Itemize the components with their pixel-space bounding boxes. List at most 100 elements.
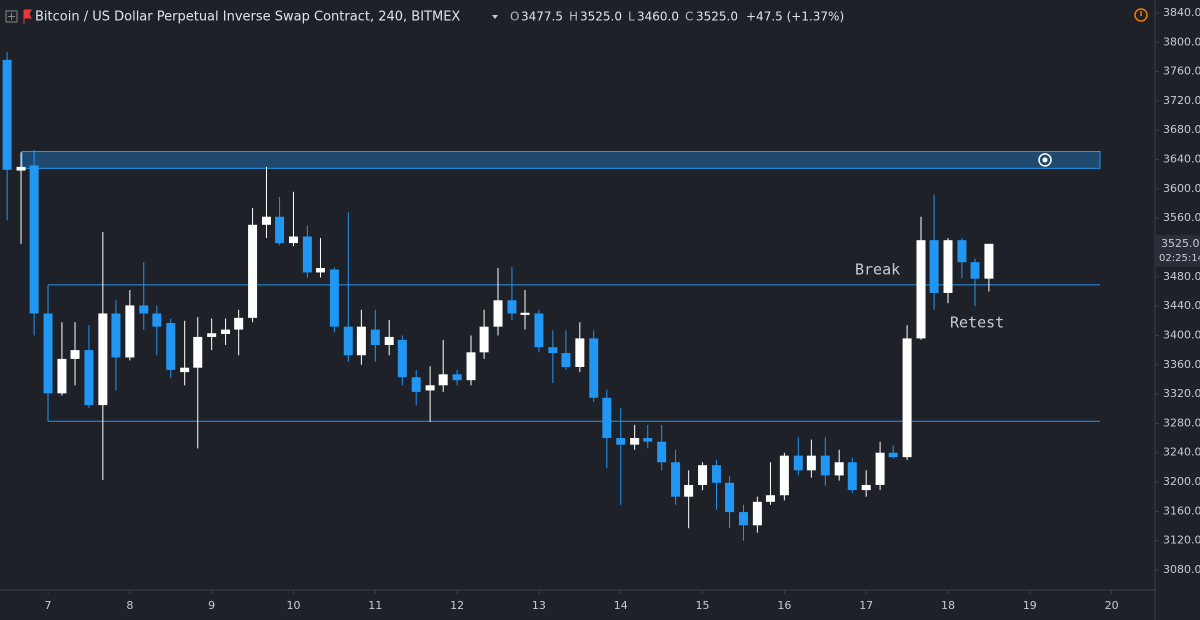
y-tick-label: 3200.0 — [1163, 475, 1200, 488]
x-tick-label: 14 — [614, 599, 628, 612]
y-tick-label: 3400.0 — [1163, 328, 1200, 341]
candle-body — [452, 374, 462, 381]
x-tick-label: 12 — [450, 599, 464, 612]
y-tick-label: 3360.0 — [1163, 358, 1200, 371]
candle-body — [98, 313, 108, 406]
candle-body — [875, 452, 885, 485]
candle-body — [820, 455, 830, 476]
ohlc-label: H — [569, 10, 578, 24]
ohlc-label: O — [510, 10, 519, 24]
x-tick-label: 15 — [696, 599, 710, 612]
x-tick-label: 19 — [1023, 599, 1037, 612]
candle-body — [234, 317, 244, 330]
target-dot — [1042, 157, 1048, 163]
candle-body — [561, 353, 571, 367]
y-tick-label: 3480.0 — [1163, 270, 1200, 283]
candle-body — [125, 305, 135, 358]
x-tick-label: 18 — [941, 599, 955, 612]
candle-body — [207, 333, 217, 337]
candle-body — [643, 438, 653, 442]
candle-body — [970, 262, 980, 279]
candle-body — [275, 216, 285, 244]
candle-body — [315, 268, 325, 273]
x-tick-label: 13 — [532, 599, 546, 612]
x-tick-label: 17 — [859, 599, 873, 612]
candle-body — [152, 313, 162, 327]
change: +47.5 (+1.37%) — [746, 10, 844, 24]
candle-body — [493, 300, 503, 327]
x-tick-label: 10 — [286, 599, 300, 612]
candle-body — [657, 441, 667, 463]
dropdown-caret[interactable] — [492, 15, 498, 19]
y-tick-label: 3080.0 — [1163, 563, 1200, 576]
candle-body — [793, 455, 803, 471]
y-tick-label: 3120.0 — [1163, 534, 1200, 547]
candle-body — [221, 329, 231, 334]
candle-body — [288, 236, 298, 244]
y-tick-label: 3840.0 — [1163, 6, 1200, 19]
candle-body — [738, 512, 748, 526]
candle-body — [329, 269, 339, 327]
candle-body — [193, 336, 203, 368]
candle-body — [139, 305, 149, 314]
candle-body — [70, 350, 80, 359]
candle-body — [438, 374, 448, 386]
candle-body — [16, 166, 26, 171]
candle-body — [370, 329, 380, 345]
candle-body — [466, 352, 476, 381]
candle-body — [671, 462, 681, 497]
symbol-title[interactable]: Bitcoin / US Dollar Perpetual Inverse Sw… — [35, 10, 460, 25]
candle-body — [984, 243, 994, 279]
candle-body — [166, 322, 176, 370]
candle-body — [425, 385, 435, 391]
y-tick-label: 3640.0 — [1163, 153, 1200, 166]
warning-circle — [1134, 8, 1148, 22]
candle-body — [29, 165, 39, 314]
y-tick-label: 3280.0 — [1163, 416, 1200, 429]
annotation: Break — [855, 261, 900, 279]
candle-body — [575, 338, 585, 367]
last-price-label: 3525.0 — [1161, 237, 1200, 250]
candle-body — [847, 462, 857, 491]
candle-body — [411, 377, 421, 392]
candle-body — [261, 216, 271, 225]
y-tick-label: 3600.0 — [1163, 182, 1200, 195]
y-tick-label: 3800.0 — [1163, 35, 1200, 48]
candle-body — [630, 438, 640, 445]
last-price-tag — [1155, 234, 1200, 267]
ohlc-label: C — [685, 10, 693, 24]
candle-body — [957, 240, 967, 263]
y-tick-label: 3560.0 — [1163, 211, 1200, 224]
toolbar-icon[interactable] — [5, 10, 18, 23]
ohlc-value: 3525.0 — [696, 10, 738, 24]
y-tick-label: 3680.0 — [1163, 123, 1200, 136]
candle-body — [520, 312, 530, 315]
x-tick-label: 7 — [45, 599, 52, 612]
candle-body — [943, 240, 953, 293]
candle-body — [616, 438, 626, 445]
candle-body — [384, 336, 394, 345]
x-tick-label: 16 — [777, 599, 791, 612]
candle-body — [916, 240, 926, 339]
candle-body — [248, 224, 258, 318]
candle-body — [779, 455, 789, 496]
countdown: 02:25:14 — [1159, 253, 1200, 264]
icon-box — [5, 10, 18, 23]
target-icon[interactable] — [1038, 153, 1052, 167]
candle-body — [302, 236, 312, 273]
x-tick-label: 9 — [208, 599, 215, 612]
candle-body — [43, 313, 53, 394]
resistance-zone — [21, 150, 1101, 169]
candle-body — [84, 350, 94, 406]
ohlc-label: L — [628, 10, 635, 24]
warning-icon[interactable] — [1134, 8, 1148, 22]
annotation: Retest — [950, 314, 1004, 332]
y-tick-label: 3160.0 — [1163, 504, 1200, 517]
candle-body — [343, 326, 353, 356]
y-tick-label: 3320.0 — [1163, 387, 1200, 400]
candle-body — [698, 465, 708, 485]
candle-body — [57, 358, 67, 394]
candle-body — [902, 338, 912, 458]
